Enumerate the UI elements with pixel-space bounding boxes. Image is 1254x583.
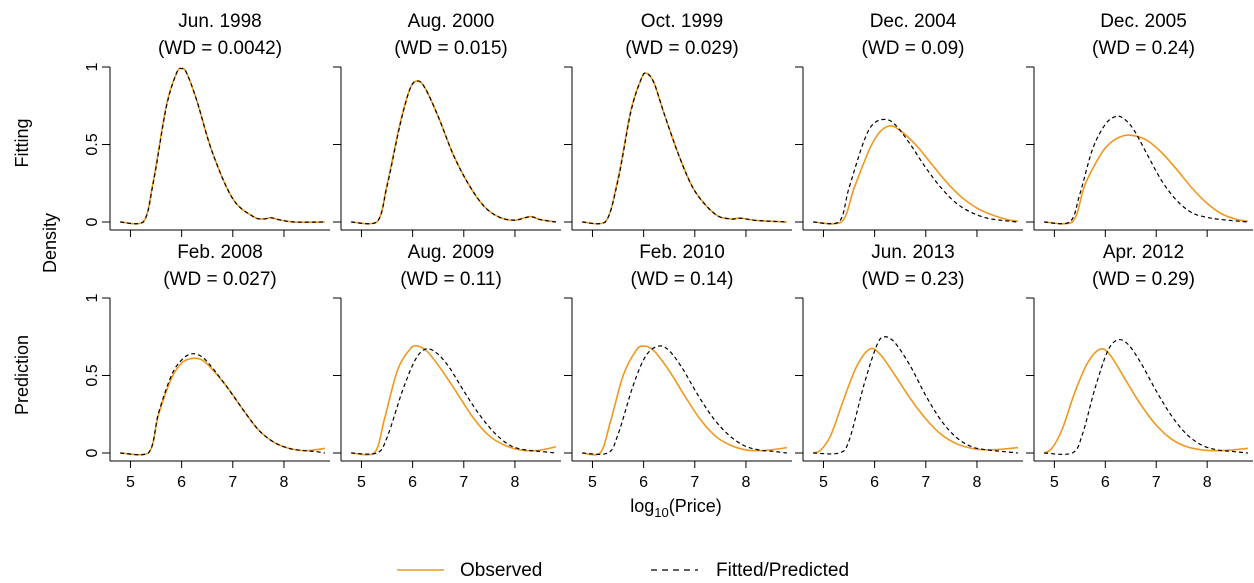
panel-9-x-tick-label: 5	[1050, 474, 1059, 491]
legend: Observed Fitted/Predicted	[397, 560, 849, 581]
panel-8-x-tick-label: 5	[819, 474, 828, 491]
panel-0-y-tick-label: 0	[84, 217, 101, 226]
panel-1-observed-line	[351, 80, 557, 225]
panel-7-x-tick-label: 6	[639, 474, 648, 491]
panel-6-wd-label: (WD = 0.11)	[400, 269, 502, 290]
panel-6-x-tick-label: 6	[408, 474, 417, 491]
panel-0: 0 0.5 1 Jun. 1998 (WD = 0.0042)	[84, 11, 330, 237]
panel-5: 0 0.5 1 5 6 7 8 Feb. 2008 (WD = 0.027)	[84, 242, 330, 491]
panel-2-title: Oct. 1999	[641, 11, 723, 32]
panel-5-x-tick-label: 8	[280, 474, 289, 491]
panel-0-fitted-line	[120, 67, 325, 225]
panel-3-fitted-line	[813, 118, 1018, 225]
legend-fitted-label: Fitted/Predicted	[716, 560, 849, 581]
panel-5-observed-line	[120, 357, 326, 456]
panel-9-fitted-line	[1044, 338, 1248, 455]
y-axis-label: Density	[40, 213, 60, 273]
panel-3-title: Dec. 2004	[870, 11, 957, 32]
panel-0-observed-line	[120, 67, 325, 225]
panel-6-x-tick-label: 5	[357, 474, 366, 491]
x-axis-label-main: log	[630, 496, 654, 516]
panel-7-observed-line	[582, 345, 788, 456]
panel-9-x-tick-label: 7	[1152, 474, 1161, 491]
panel-4-fitted-line	[1044, 115, 1248, 225]
panel-8-wd-label: (WD = 0.23)	[862, 269, 965, 290]
panel-6-observed-line	[351, 344, 557, 456]
panel-5-wd-label: (WD = 0.027)	[163, 269, 277, 290]
x-axis-label-tail: (Price)	[669, 496, 722, 516]
panel-6-fitted-line	[351, 348, 556, 455]
panel-8-fitted-line	[813, 336, 1018, 455]
panel-0-y-tick-label: 0.5	[84, 133, 101, 155]
panel-8-x-tick-label: 8	[973, 474, 982, 491]
panel-0-y-tick-label: 1	[84, 62, 101, 71]
panel-5-y-tick-label: 1	[84, 293, 101, 302]
panel-5-title: Feb. 2008	[177, 242, 263, 263]
panel-2-wd-label: (WD = 0.029)	[625, 38, 739, 59]
legend-observed-label: Observed	[460, 560, 542, 581]
panel-1-fitted-line	[351, 80, 556, 225]
panel-1-title: Aug. 2000	[408, 11, 495, 32]
panel-4-title: Dec. 2005	[1100, 11, 1187, 32]
panel-8-x-tick-label: 7	[921, 474, 930, 491]
panel-6: 5 6 7 8 Aug. 2009 (WD = 0.11)	[333, 242, 561, 491]
panel-3-observed-line	[813, 125, 1018, 225]
row-label-prediction: Prediction	[12, 335, 32, 415]
panel-7-x-tick-label: 7	[690, 474, 699, 491]
panel-4-observed-line	[1044, 134, 1249, 225]
panel-9-wd-label: (WD = 0.29)	[1092, 269, 1195, 290]
x-axis-label: log10(Price)	[630, 496, 722, 520]
panel-7-wd-label: (WD = 0.14)	[631, 269, 734, 290]
panel-8: 5 6 7 8 Jun. 2013 (WD = 0.23)	[795, 242, 1023, 491]
panel-4-wd-label: (WD = 0.24)	[1092, 38, 1195, 59]
panel-8-observed-line	[812, 347, 1018, 454]
panel-5-x-tick-label: 6	[177, 474, 186, 491]
panel-2: Oct. 1999 (WD = 0.029)	[564, 11, 792, 237]
panel-7-fitted-line	[582, 345, 787, 455]
panel-9-x-tick-label: 6	[1101, 474, 1110, 491]
panel-8-x-tick-label: 6	[870, 474, 879, 491]
panel-5-x-tick-label: 5	[126, 474, 135, 491]
panel-7-title: Feb. 2010	[639, 242, 725, 263]
panel-6-title: Aug. 2009	[408, 242, 495, 263]
panel-4: Dec. 2005 (WD = 0.24)	[1026, 11, 1253, 237]
panel-9-observed-line	[1043, 348, 1248, 454]
panel-7-x-tick-label: 5	[588, 474, 597, 491]
panel-0-wd-label: (WD = 0.0042)	[158, 38, 282, 59]
panel-6-x-tick-label: 8	[511, 474, 520, 491]
panel-1: Aug. 2000 (WD = 0.015)	[333, 11, 561, 237]
panel-5-y-tick-label: 0	[84, 448, 101, 457]
panel-3: Dec. 2004 (WD = 0.09)	[795, 11, 1023, 237]
panel-grid: 0 0.5 1 Jun. 1998 (WD = 0.0042) Aug. 2000 (WD …	[84, 11, 1253, 491]
panel-5-x-tick-label: 7	[228, 474, 237, 491]
panel-7-x-tick-label: 8	[742, 474, 751, 491]
panel-1-wd-label: (WD = 0.015)	[394, 38, 508, 59]
row-label-fitting: Fitting	[12, 118, 32, 167]
panel-2-fitted-line	[582, 72, 787, 225]
panel-8-title: Jun. 2013	[871, 242, 954, 263]
x-axis-label-subscript: 10	[654, 505, 668, 520]
panel-7: 5 6 7 8 Feb. 2010 (WD = 0.14)	[564, 242, 792, 491]
panel-3-wd-label: (WD = 0.09)	[862, 38, 965, 59]
panel-9-x-tick-label: 8	[1203, 474, 1212, 491]
panel-5-fitted-line	[120, 353, 325, 456]
panel-5-y-tick-label: 0.5	[84, 364, 101, 386]
panel-9-title: Apr. 2012	[1103, 242, 1184, 263]
panel-9: 5 6 7 8 Apr. 2012 (WD = 0.29)	[1026, 242, 1253, 491]
panel-0-title: Jun. 1998	[178, 11, 261, 32]
panel-6-x-tick-label: 7	[459, 474, 468, 491]
